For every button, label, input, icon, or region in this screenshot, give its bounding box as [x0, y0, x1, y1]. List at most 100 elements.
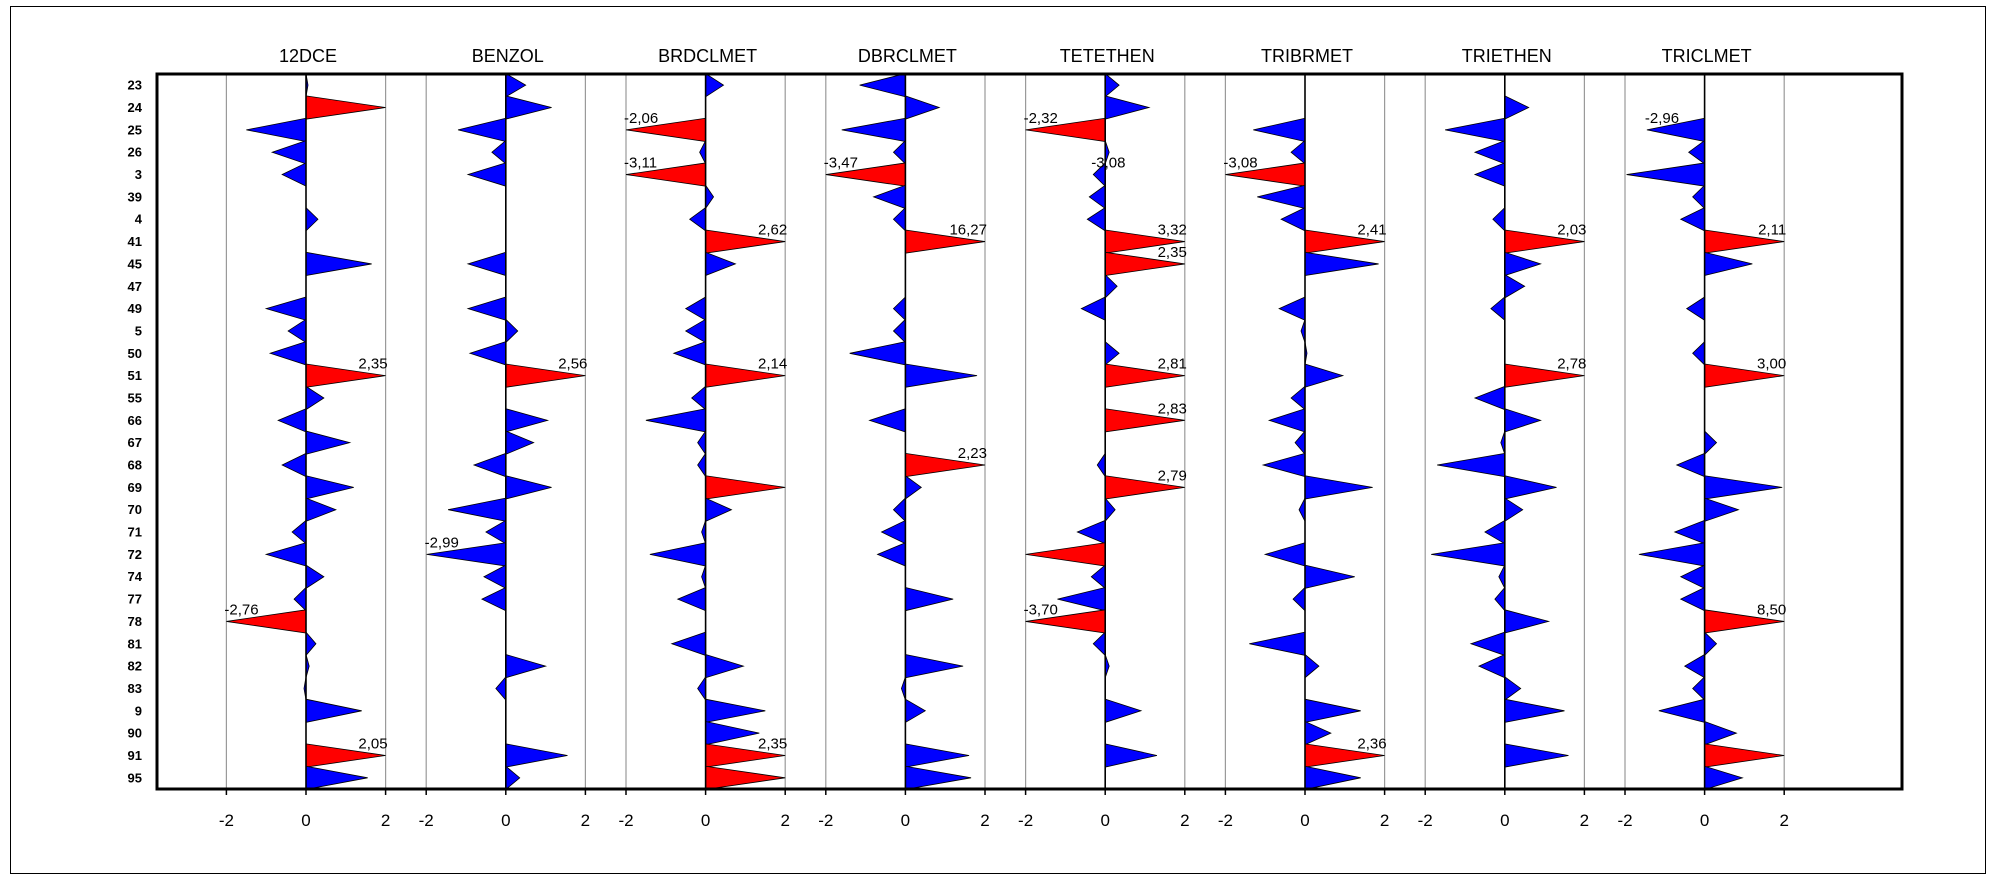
value-mark — [270, 140, 307, 165]
value-mark — [1504, 475, 1557, 500]
value-mark — [1090, 564, 1106, 590]
category-label: 39 — [128, 189, 142, 204]
value-mark — [1504, 95, 1530, 120]
value-mark — [1484, 519, 1506, 545]
value-mark — [505, 743, 568, 768]
value-mark — [1504, 273, 1526, 299]
data-label: -3,08 — [1091, 155, 1125, 172]
value-mark — [676, 586, 706, 612]
value-mark — [485, 519, 507, 545]
category-label: 95 — [128, 770, 142, 785]
value-mark — [305, 765, 368, 790]
x-tick-label: -2 — [818, 811, 833, 830]
data-label: -2,96 — [1645, 110, 1679, 127]
category-label: 66 — [128, 413, 142, 428]
value-mark — [505, 318, 519, 344]
series-title: TETETHEN — [1060, 46, 1155, 66]
value-mark — [876, 542, 906, 567]
data-label: 2,35 — [358, 356, 387, 373]
value-mark — [1704, 430, 1718, 456]
value-mark — [495, 675, 507, 702]
value-mark — [905, 363, 978, 388]
data-label: 2,03 — [1557, 222, 1586, 239]
value-mark — [457, 117, 507, 142]
value-mark — [1626, 162, 1705, 187]
value-mark — [1658, 698, 1705, 723]
data-label: -2,06 — [624, 110, 658, 127]
data-label: -2,99 — [425, 534, 459, 551]
value-mark — [1685, 296, 1705, 321]
value-mark — [672, 341, 706, 366]
value-mark — [1057, 586, 1106, 612]
value-mark — [892, 497, 906, 523]
value-mark — [1498, 564, 1506, 589]
value-mark — [305, 564, 325, 590]
value-mark — [892, 206, 906, 232]
highlight-mark — [705, 475, 786, 500]
value-mark — [505, 72, 527, 98]
highlight-mark — [305, 95, 386, 120]
value-mark — [305, 206, 319, 232]
x-tick-label: 0 — [1700, 811, 1709, 830]
x-tick-label: -2 — [1617, 811, 1632, 830]
value-mark — [1257, 184, 1306, 210]
value-mark — [868, 408, 906, 433]
category-label: 3 — [135, 167, 142, 182]
series-title: 12DCE — [279, 46, 337, 66]
value-mark — [1278, 296, 1306, 321]
category-label: 82 — [128, 659, 142, 674]
category-label: 45 — [128, 256, 142, 271]
value-mark — [705, 698, 766, 723]
value-mark — [1704, 251, 1753, 277]
value-mark — [645, 408, 706, 433]
data-label: 16,27 — [949, 222, 987, 239]
value-mark — [841, 117, 906, 142]
x-tick-label: 2 — [980, 811, 989, 830]
value-mark — [905, 765, 972, 790]
value-mark — [1445, 117, 1506, 142]
value-mark — [1431, 542, 1506, 567]
value-mark — [1304, 564, 1355, 589]
category-label: 74 — [128, 569, 143, 584]
value-mark — [859, 73, 906, 98]
x-tick-label: -2 — [1418, 811, 1433, 830]
data-label: -3,47 — [824, 155, 858, 172]
value-mark — [305, 385, 325, 411]
value-mark — [697, 675, 706, 702]
value-mark — [1104, 273, 1118, 299]
x-tick-label: 0 — [901, 811, 910, 830]
category-label: 70 — [128, 502, 142, 517]
plot-border — [155, 72, 1904, 791]
value-mark — [1704, 497, 1740, 522]
series-title: DBRCLMET — [858, 46, 957, 66]
value-mark — [1679, 586, 1705, 612]
value-mark — [905, 698, 927, 724]
value-mark — [1469, 631, 1506, 656]
data-label: 2,14 — [758, 356, 787, 373]
data-label: 2,41 — [1357, 222, 1386, 239]
value-mark — [684, 318, 706, 344]
category-label: 77 — [128, 592, 142, 607]
highlight-mark — [705, 765, 786, 790]
value-mark — [1675, 452, 1705, 478]
value-mark — [697, 452, 706, 478]
value-mark — [1298, 497, 1306, 522]
value-mark — [1304, 475, 1373, 500]
value-mark — [705, 497, 733, 522]
x-tick-label: 2 — [780, 811, 789, 830]
value-mark — [1683, 653, 1705, 679]
category-label: 91 — [128, 748, 142, 763]
x-tick-label: 2 — [1380, 811, 1389, 830]
category-label: 5 — [135, 323, 142, 338]
value-mark — [305, 497, 337, 522]
value-mark — [466, 296, 507, 321]
value-mark — [1473, 385, 1506, 411]
category-label: 90 — [128, 726, 142, 741]
value-mark — [1494, 586, 1506, 612]
category-label: 71 — [128, 525, 142, 540]
value-mark — [1104, 497, 1116, 523]
value-mark — [872, 184, 906, 210]
series-title: TRIBRMET — [1261, 46, 1353, 66]
value-mark — [1504, 743, 1569, 768]
value-mark — [1679, 564, 1705, 589]
